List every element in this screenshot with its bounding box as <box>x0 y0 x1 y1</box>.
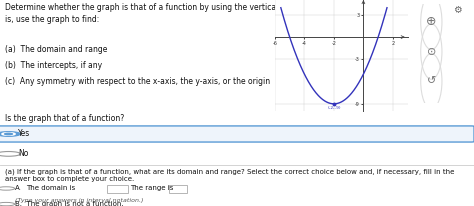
Text: (-2,-9): (-2,-9) <box>327 106 341 110</box>
Text: ↺: ↺ <box>427 76 436 86</box>
Bar <box>107 185 128 193</box>
Text: (a)  The domain and range: (a) The domain and range <box>5 45 107 54</box>
FancyBboxPatch shape <box>0 126 474 142</box>
Text: (c)  Any symmetry with respect to the x-axis, the y-axis, or the origin: (c) Any symmetry with respect to the x-a… <box>5 77 270 86</box>
Text: Yes: Yes <box>18 130 30 138</box>
Text: Determine whether the graph is that of a function by using the vertical-line tes: Determine whether the graph is that of a… <box>5 3 330 24</box>
Text: The domain is: The domain is <box>26 185 75 191</box>
Circle shape <box>2 133 15 135</box>
Text: (a) If the graph is that of a function, what are its domain and range? Select th: (a) If the graph is that of a function, … <box>5 168 454 182</box>
Text: (Type your answers in interval notation.): (Type your answers in interval notation.… <box>15 198 144 203</box>
Text: No: No <box>18 149 28 158</box>
Circle shape <box>0 132 20 136</box>
Text: (b)  The intercepts, if any: (b) The intercepts, if any <box>5 61 102 70</box>
Circle shape <box>5 133 12 135</box>
Text: The range is: The range is <box>130 185 174 191</box>
Text: A.: A. <box>15 185 22 191</box>
Text: Is the graph that of a function?: Is the graph that of a function? <box>5 114 124 123</box>
Text: ⚙: ⚙ <box>453 5 462 15</box>
Text: ⊕: ⊕ <box>426 15 437 28</box>
Text: ⊙: ⊙ <box>427 47 436 57</box>
Bar <box>169 185 187 193</box>
Text: B.  The graph is not a function.: B. The graph is not a function. <box>15 201 124 206</box>
